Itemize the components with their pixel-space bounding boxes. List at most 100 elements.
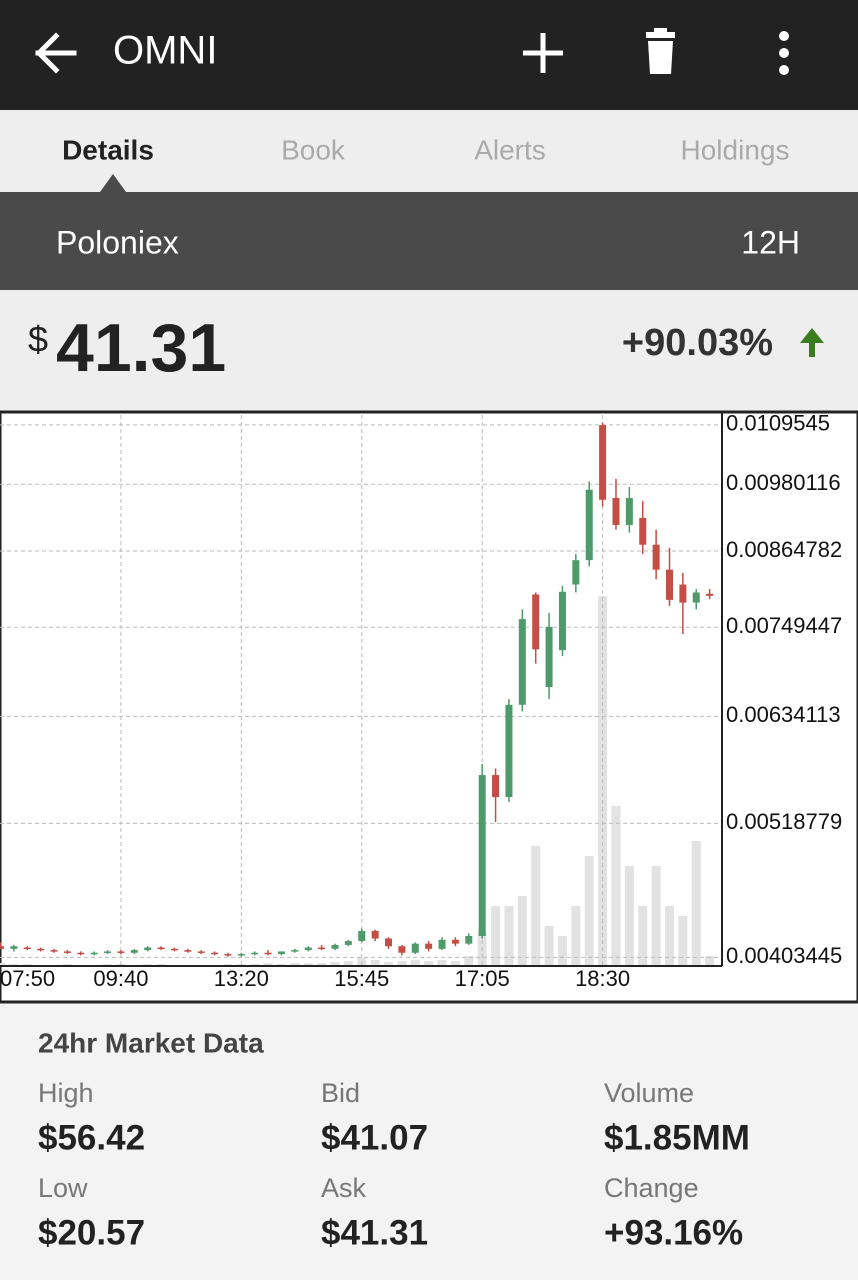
- chart-panel: [0, 410, 858, 1004]
- volume-bar: [450, 961, 460, 966]
- volume-bar: [464, 956, 474, 966]
- candle-body: [63, 951, 71, 953]
- volume-bar: [263, 963, 273, 966]
- x-tick-label: 13:20: [214, 966, 269, 991]
- y-tick-label: 0.00518779: [726, 809, 842, 834]
- x-tick-label: 17:05: [455, 966, 510, 991]
- exchange-bar[interactable]: [0, 192, 858, 290]
- candle-body: [545, 626, 553, 688]
- candle-body: [90, 952, 98, 955]
- candle-body: [184, 950, 192, 952]
- candle-body: [144, 947, 152, 951]
- candle-body: [599, 425, 607, 500]
- back-button[interactable]: [35, 32, 77, 74]
- volume-bar: [397, 961, 407, 966]
- stat-label: Ask: [321, 1173, 367, 1203]
- y-tick-label: 0.0109545: [726, 411, 830, 436]
- stat-value: $20.57: [38, 1213, 145, 1252]
- candle-body: [438, 939, 446, 949]
- candle-body: [157, 947, 165, 950]
- y-tick-label: 0.00634113: [726, 702, 841, 727]
- candle-body: [10, 946, 18, 949]
- stat-value: $56.42: [38, 1118, 145, 1157]
- candle-body: [304, 947, 312, 951]
- volume-bar: [343, 961, 353, 966]
- period[interactable]: 12H: [741, 224, 800, 260]
- candle-body: [237, 954, 245, 956]
- exchange-name: Poloniex: [56, 224, 179, 260]
- candle-body: [117, 951, 125, 953]
- candle-body: [50, 950, 58, 952]
- menu-button[interactable]: [779, 31, 789, 75]
- candle-body: [197, 951, 205, 953]
- candle-body: [211, 952, 219, 955]
- candle-body: [23, 947, 31, 950]
- stat-label: Volume: [604, 1078, 694, 1108]
- tab-active[interactable]: Details: [62, 134, 154, 165]
- candle-body: [331, 944, 339, 949]
- candle-body: [318, 947, 326, 950]
- delete-button[interactable]: [646, 28, 675, 74]
- volume-bar: [410, 960, 420, 966]
- x-tick-label: 15:45: [334, 966, 389, 991]
- x-tick-label: 18:30: [575, 966, 630, 991]
- volume-bar: [584, 856, 594, 966]
- volume-bar: [665, 906, 674, 966]
- candle-body: [77, 952, 85, 955]
- stat-value: +93.16%: [604, 1213, 743, 1252]
- candle-body: [666, 569, 673, 600]
- volume-bar: [691, 841, 701, 966]
- add-button[interactable]: [523, 33, 563, 73]
- tab[interactable]: Book: [281, 134, 346, 165]
- volume-bar: [678, 916, 688, 966]
- app-title: OMNI: [113, 29, 217, 73]
- candle-body: [465, 935, 473, 944]
- volume-bar: [330, 962, 340, 966]
- x-tick-label: 07:50: [0, 966, 55, 991]
- y-tick-label: 0.00864782: [726, 537, 842, 562]
- x-tick-label: 09:40: [93, 966, 148, 991]
- volume-bar: [571, 906, 581, 966]
- candle-body: [411, 943, 419, 953]
- volume-bar: [370, 960, 380, 966]
- y-tick-label: 0.00980116: [726, 470, 841, 495]
- price-change: +90.03%: [622, 322, 773, 364]
- volume-bar: [544, 926, 554, 966]
- candle-body: [706, 593, 714, 596]
- candle-body: [0, 946, 4, 949]
- tab-indicator: [100, 174, 126, 192]
- tab[interactable]: Alerts: [474, 134, 546, 165]
- volume-bar: [638, 906, 648, 966]
- stat-label: High: [38, 1078, 94, 1108]
- candle-body: [170, 948, 178, 951]
- stat-value: $41.31: [321, 1213, 428, 1252]
- candle-body: [652, 544, 660, 570]
- volume-bar: [437, 960, 447, 966]
- volume-bar: [557, 936, 567, 966]
- tab-bar: [0, 110, 858, 192]
- volume-bar: [0, 963, 5, 966]
- stat-value: $1.85MM: [604, 1118, 750, 1157]
- candle-body: [679, 584, 687, 603]
- candle-body: [277, 951, 285, 955]
- stat-label: Change: [604, 1173, 699, 1203]
- stat-label: Bid: [321, 1078, 360, 1108]
- app-bar: [0, 0, 858, 110]
- candle-body: [532, 594, 540, 650]
- candle-body: [625, 498, 633, 525]
- candle-body: [639, 517, 647, 545]
- candle-body: [558, 591, 566, 651]
- stat-label: Low: [38, 1173, 88, 1203]
- section-title: 24hr Market Data: [38, 1027, 264, 1058]
- volume-bar: [517, 896, 527, 966]
- up-arrow: [800, 328, 824, 357]
- volume-bar: [531, 846, 541, 966]
- volume-bar: [504, 906, 514, 966]
- volume-bar: [624, 866, 634, 966]
- tab[interactable]: Holdings: [681, 134, 790, 165]
- volume-bar: [491, 906, 501, 966]
- volume-bar: [317, 963, 327, 966]
- y-tick-label: 0.00403445: [726, 943, 842, 968]
